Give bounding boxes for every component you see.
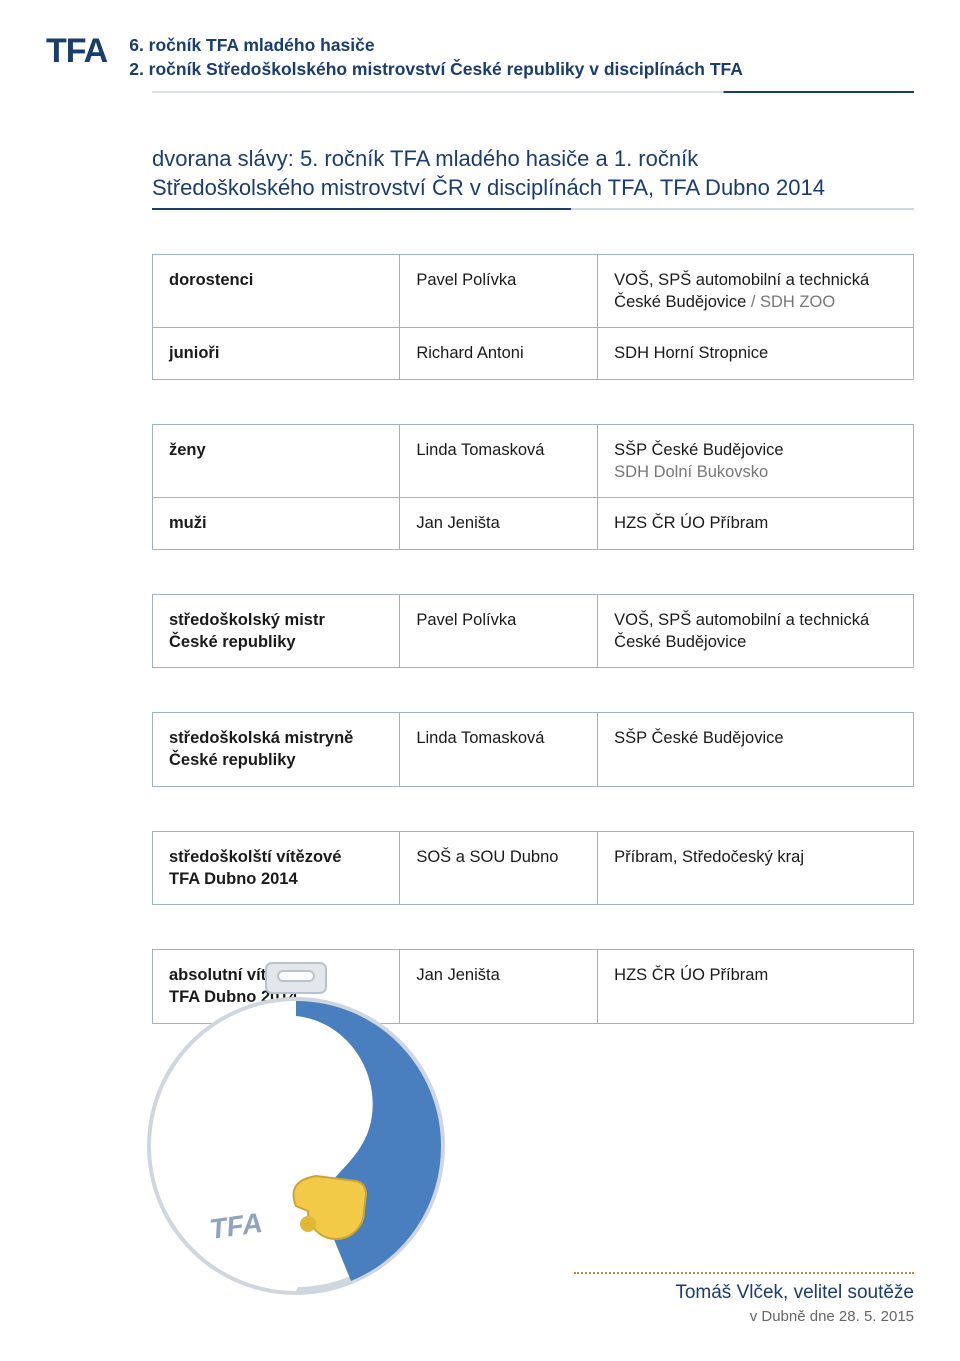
affil-cell: HZS ČR ÚO Příbram — [598, 498, 914, 549]
results-table-3: středoškolský mistr České republiky Pave… — [152, 594, 914, 669]
table-row: ženy Linda Tomasková SŠP České Budějovic… — [153, 424, 914, 498]
signature-name: Tomáš Vlček, velitel soutěže — [574, 1282, 914, 1304]
category-cell: muži — [153, 498, 400, 549]
affil-line-1: VOŠ, SPŠ automobilní a technická — [614, 611, 869, 629]
affil-cell: SŠP České Budějovice SDH Dolní Bukovsko — [598, 424, 914, 498]
results-table-2: ženy Linda Tomasková SŠP České Budějovic… — [152, 424, 914, 550]
affil-cell: SŠP České Budějovice — [598, 713, 914, 787]
affil-cell: Příbram, Středočeský kraj — [598, 831, 914, 905]
name-cell: SOŠ a SOU Dubno — [400, 831, 598, 905]
page-title: dvorana slávy: 5. ročník TFA mladého has… — [152, 145, 914, 210]
table-row: dorostenci Pavel Polívka VOŠ, SPŠ automo… — [153, 254, 914, 328]
category-cell: dorostenci — [153, 254, 400, 328]
title-line-2: Středoškolského mistrovství ČR v discipl… — [152, 174, 914, 203]
affil-suffix: / SDH ZOO — [746, 293, 835, 311]
table-row: středoškolská mistryně České republiky L… — [153, 713, 914, 787]
cat-line-1: středoškolští vítězové — [169, 848, 341, 866]
logo: TFA — [46, 32, 107, 71]
affil-cell: SDH Horní Stropnice — [598, 328, 914, 379]
signature-line — [574, 1272, 914, 1274]
affil-line-1: SŠP České Budějovice — [614, 441, 783, 459]
category-cell: ženy — [153, 424, 400, 498]
category-cell: středoškolský mistr České republiky — [153, 594, 400, 668]
medal-icon: TFA — [146, 961, 446, 1301]
results-table-1: dorostenci Pavel Polívka VOŠ, SPŠ automo… — [152, 254, 914, 380]
page-header: TFA 6. ročník TFA mladého hasiče 2. ročn… — [46, 32, 914, 81]
affil-cell: HZS ČR ÚO Příbram — [598, 950, 914, 1024]
title-line-1: dvorana slávy: 5. ročník TFA mladého has… — [152, 145, 914, 174]
affil-cell: VOŠ, SPŠ automobilní a technická České B… — [598, 594, 914, 668]
name-cell: Pavel Polívka — [400, 594, 598, 668]
name-cell: Jan Jeništa — [400, 498, 598, 549]
header-rule — [152, 91, 914, 93]
header-line-2: 2. ročník Středoškolského mistrovství Če… — [129, 58, 914, 82]
table-row: středoškolští vítězové TFA Dubno 2014 SO… — [153, 831, 914, 905]
cat-line-2: TFA Dubno 2014 — [169, 868, 383, 890]
category-cell: junioři — [153, 328, 400, 379]
title-rule — [152, 208, 914, 210]
name-cell: Linda Tomasková — [400, 713, 598, 787]
table-row: středoškolský mistr České republiky Pave… — [153, 594, 914, 668]
affil-line-2: České Budějovice — [614, 631, 897, 653]
name-cell: Richard Antoni — [400, 328, 598, 379]
name-cell: Linda Tomasková — [400, 424, 598, 498]
affil-cell: VOŠ, SPŠ automobilní a technická České B… — [598, 254, 914, 328]
header-line-1: 6. ročník TFA mladého hasiče — [129, 34, 914, 58]
affil-line-1: VOŠ, SPŠ automobilní a technická — [614, 271, 869, 289]
category-cell: středoškolští vítězové TFA Dubno 2014 — [153, 831, 400, 905]
cat-line-1: středoškolský mistr — [169, 611, 325, 629]
affil-line-2: SDH Dolní Bukovsko — [614, 461, 897, 483]
results-table-4: středoškolská mistryně České republiky L… — [152, 712, 914, 787]
cat-line-2: České republiky — [169, 749, 383, 771]
affil-line-2: České Budějovice — [614, 293, 746, 311]
cat-line-1: středoškolská mistryně — [169, 729, 353, 747]
table-row: junioři Richard Antoni SDH Horní Stropni… — [153, 328, 914, 379]
results-table-5: středoškolští vítězové TFA Dubno 2014 SO… — [152, 831, 914, 906]
category-cell: středoškolská mistryně České republiky — [153, 713, 400, 787]
signature-block: Tomáš Vlček, velitel soutěže v Dubně dne… — [574, 1272, 914, 1325]
table-row: muži Jan Jeništa HZS ČR ÚO Příbram — [153, 498, 914, 549]
signature-date: v Dubně dne 28. 5. 2015 — [574, 1308, 914, 1325]
name-cell: Pavel Polívka — [400, 254, 598, 328]
cat-line-2: České republiky — [169, 631, 383, 653]
